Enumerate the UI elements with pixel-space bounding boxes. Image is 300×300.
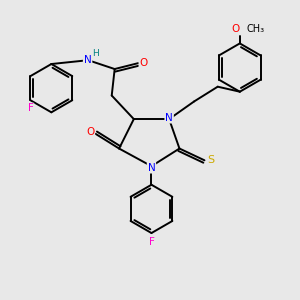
Text: CH₃: CH₃: [246, 24, 264, 34]
Text: O: O: [140, 58, 148, 68]
Text: F: F: [28, 103, 33, 113]
Text: N: N: [84, 55, 92, 65]
Text: F: F: [148, 237, 154, 247]
Text: H: H: [92, 49, 99, 58]
Text: S: S: [207, 155, 214, 165]
Text: O: O: [86, 127, 94, 137]
Text: N: N: [165, 112, 173, 123]
Text: N: N: [148, 163, 155, 173]
Text: O: O: [231, 24, 239, 34]
